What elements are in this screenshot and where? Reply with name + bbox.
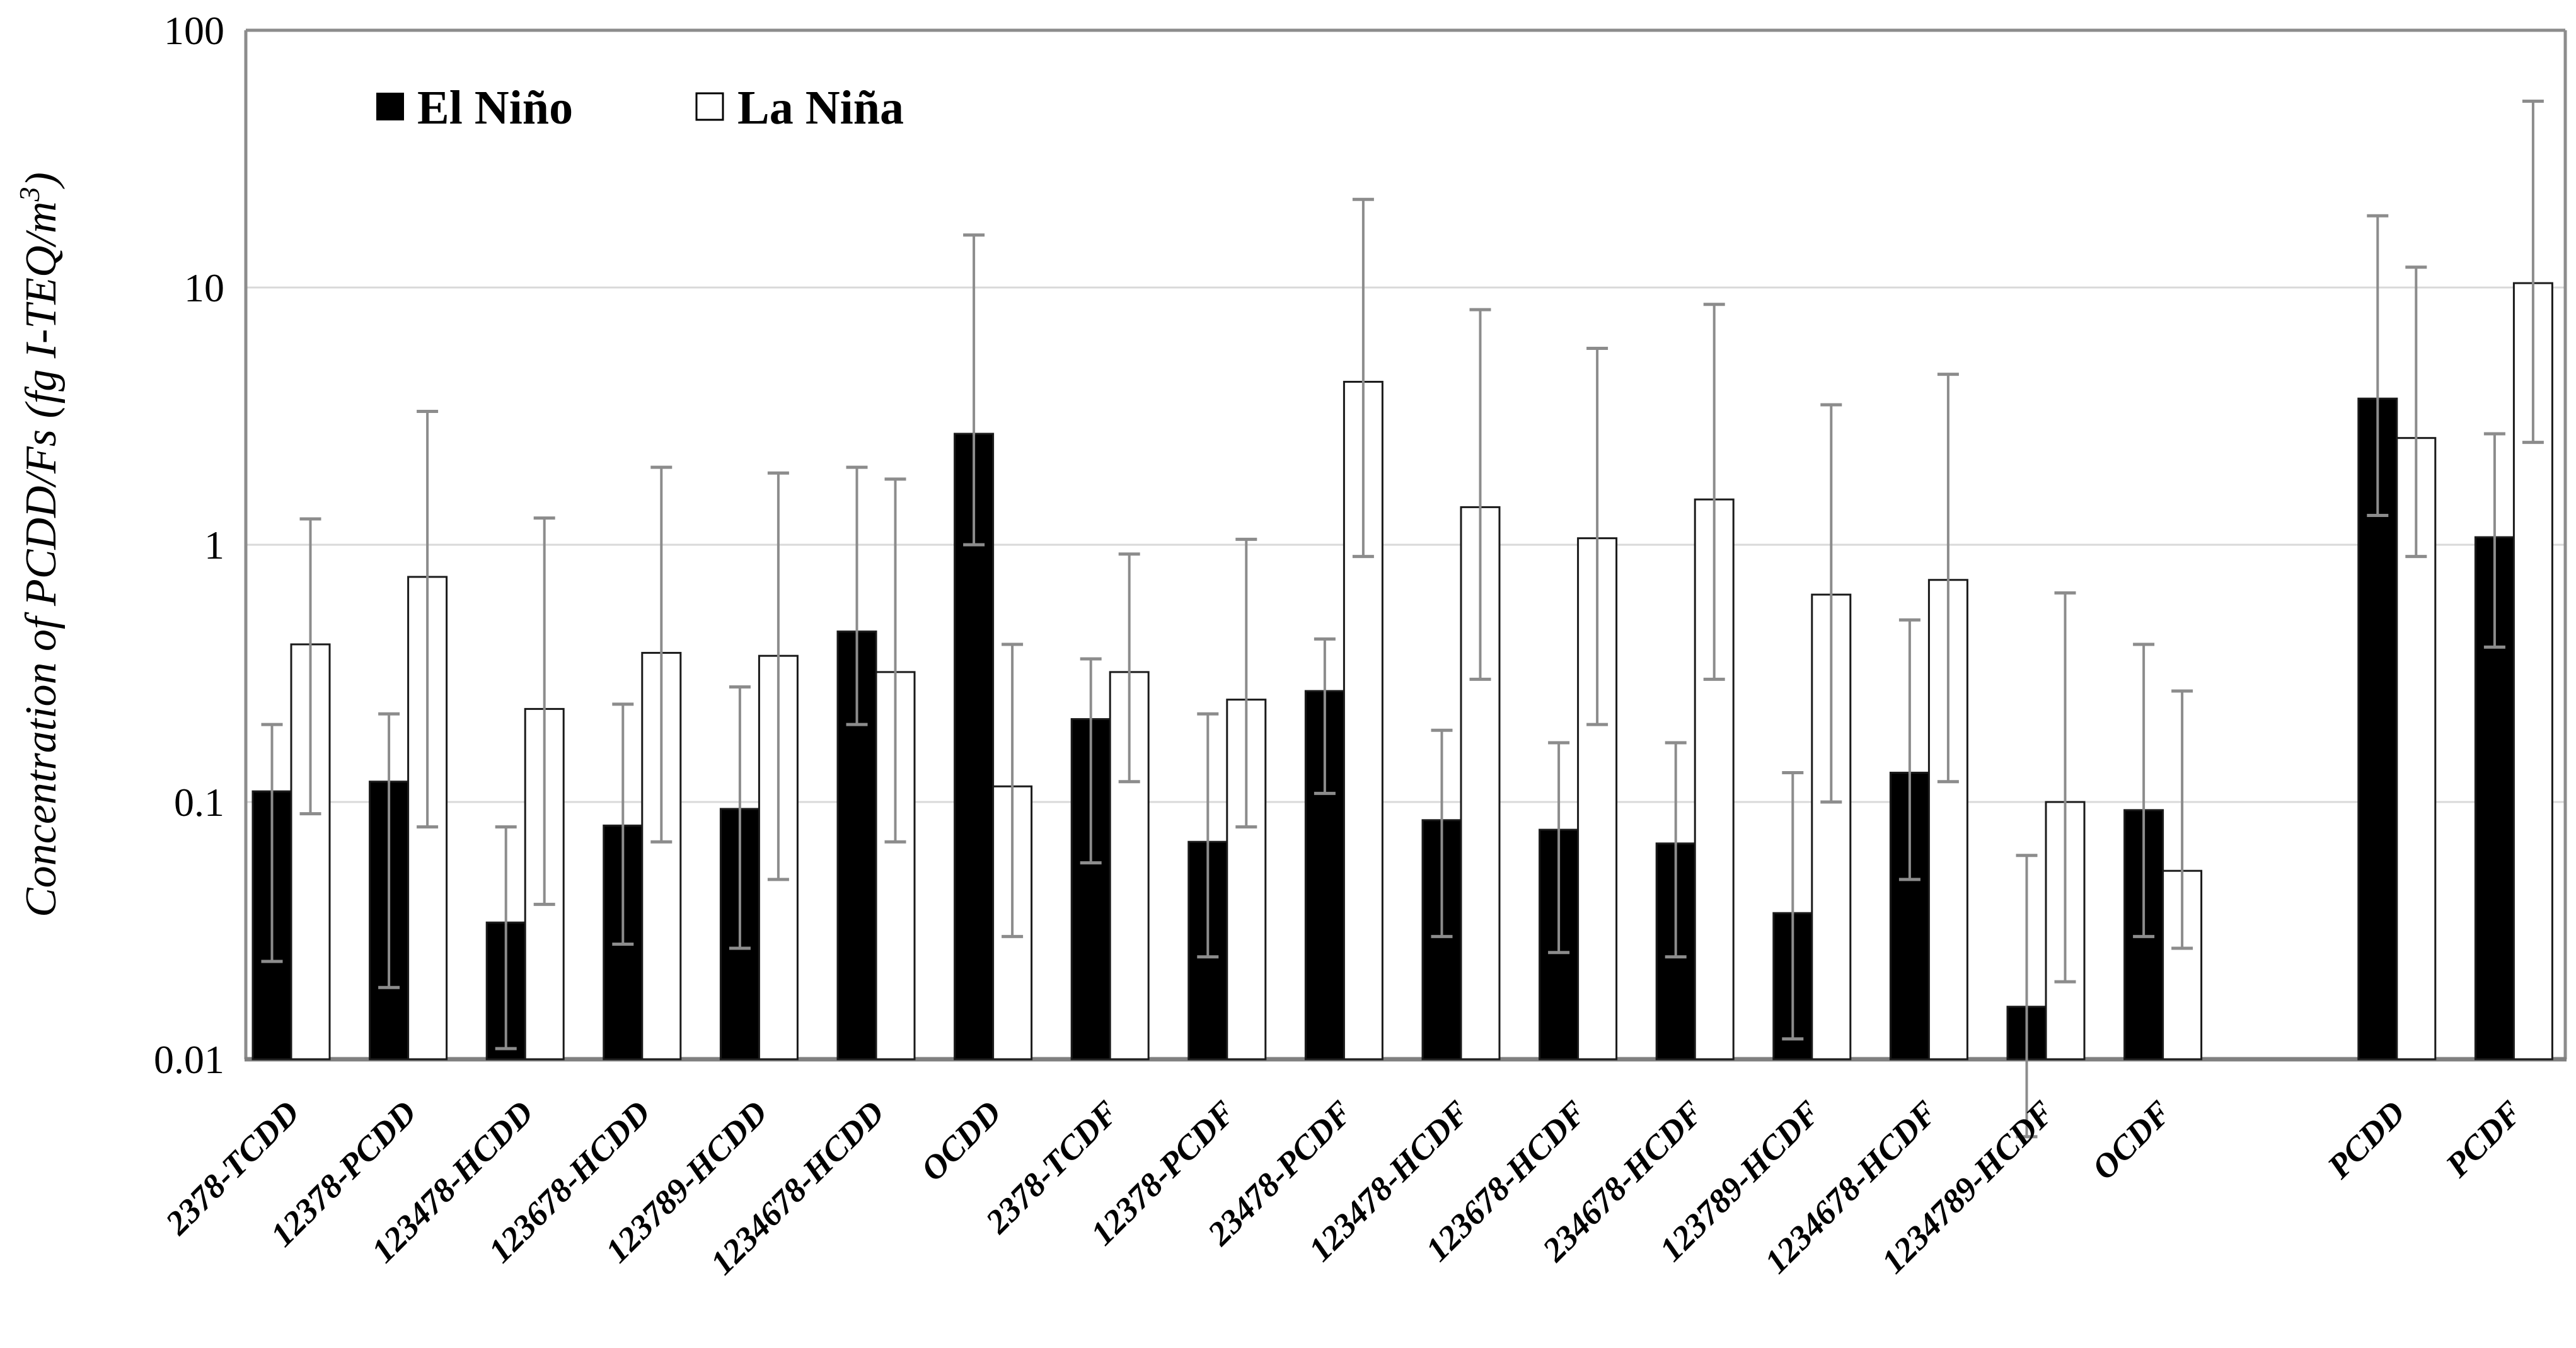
legend-swatch-la-nina: [695, 92, 724, 121]
y-axis-title: Concentration of PCDD/Fs (fg I-TEQ/m3): [13, 172, 66, 917]
bar-la-nina-123789-HCDF: [1811, 593, 1852, 1060]
y-tick-label: 100: [164, 8, 224, 53]
legend-label-la-nina: La Niña: [737, 81, 904, 134]
legend-swatch-el-nino: [376, 93, 404, 120]
y-tick-label: 1: [204, 523, 224, 567]
legend-label-el-nino: El Niño: [417, 81, 573, 134]
y-tick-label: 0.1: [174, 780, 224, 825]
y-tick-label: 0.01: [154, 1037, 224, 1082]
bar-la-nina-2378-TCDD: [290, 643, 331, 1060]
y-tick-label: 10: [184, 265, 224, 310]
